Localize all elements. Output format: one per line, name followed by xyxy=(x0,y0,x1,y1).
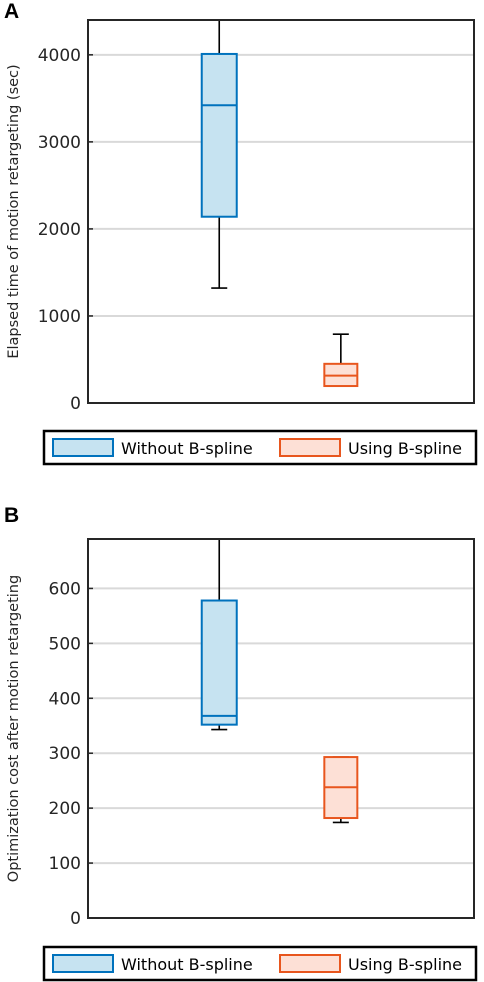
y-tick-label: 600 xyxy=(49,579,81,599)
legend-label: Without B-spline xyxy=(121,955,253,974)
panel-label-a: A xyxy=(4,0,20,23)
chart-a: 0 1000 2000 3000 4000 Elapsed time of motion … xyxy=(6,19,478,466)
y-tick-label: 100 xyxy=(49,854,81,874)
y-tick-label: 4000 xyxy=(38,46,81,66)
y-tick-label: 500 xyxy=(49,634,81,654)
box-without-bspline xyxy=(200,20,238,289)
legend: Without B-spline Using B-spline xyxy=(42,429,478,466)
y-tick-label: 400 xyxy=(49,689,81,709)
panel-label-b: B xyxy=(4,504,20,527)
legend: Without B-spline Using B-spline xyxy=(42,945,478,982)
legend-box xyxy=(42,429,478,466)
y-tick-label: 3000 xyxy=(38,133,81,153)
iqr-box xyxy=(200,599,238,726)
legend-swatch xyxy=(52,438,114,457)
legend-swatch xyxy=(279,954,341,973)
y-axis-label: Elapsed time of motion retargeting (sec) xyxy=(6,64,22,358)
legend-swatch xyxy=(52,954,114,973)
legend-label: Without B-spline xyxy=(121,439,253,458)
legend-box xyxy=(42,945,478,982)
y-tick-label: 2000 xyxy=(38,220,81,240)
y-tick-label: 200 xyxy=(49,799,81,819)
plot-frame xyxy=(87,538,475,919)
box-using-bspline xyxy=(323,756,359,824)
y-tick-label: 1000 xyxy=(38,307,81,327)
chart-b: 0 100 200 300 400 500 600 Optimization cost aft… xyxy=(6,538,478,982)
y-tick-label: 0 xyxy=(70,394,81,414)
legend-swatch xyxy=(279,438,341,457)
box-without-bspline xyxy=(200,539,238,731)
plot-frame xyxy=(87,19,475,404)
y-axis-label: Optimization cost after motion retargeti… xyxy=(6,575,22,882)
iqr-box xyxy=(200,52,238,218)
box-using-bspline xyxy=(323,333,359,388)
legend-label: Using B-spline xyxy=(348,955,462,974)
legend-label: Using B-spline xyxy=(348,439,462,458)
y-tick-label: 0 xyxy=(70,909,81,929)
y-tick-label: 300 xyxy=(49,744,81,764)
